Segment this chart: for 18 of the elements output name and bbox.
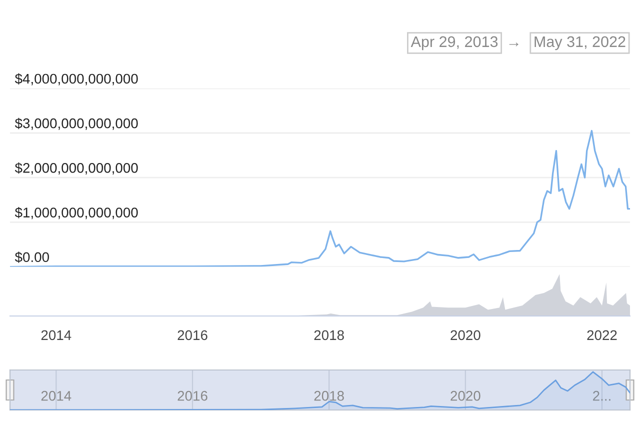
x-tick-label: 2020 xyxy=(450,330,480,340)
text: Apr 29, 2013 xyxy=(410,36,498,50)
text: May 31, 2022 xyxy=(534,36,626,50)
x-tick-label: 2... xyxy=(593,390,610,401)
y-tick-label: $0.00 xyxy=(14,252,49,263)
x-tick-label: 2016 xyxy=(178,390,208,401)
x-tick-label: 2020 xyxy=(450,390,480,401)
x-tick-label: 2018 xyxy=(314,330,344,340)
x-tick-label: 2014 xyxy=(41,330,72,340)
x-tick-label: 2022 xyxy=(587,330,617,340)
x-tick-label: 2016 xyxy=(178,330,208,340)
y-tick-label: $3,000,000,000,000 xyxy=(14,118,138,130)
text: → xyxy=(509,42,518,46)
x-tick-label: 2014 xyxy=(41,390,72,401)
y-tick-label: $4,000,000,000,000 xyxy=(14,73,138,86)
y-tick-label: $1,000,000,000,000 xyxy=(14,207,138,220)
y-tick-label: $2,000,000,000,000 xyxy=(14,162,138,174)
x-tick-label: 2018 xyxy=(314,390,344,401)
